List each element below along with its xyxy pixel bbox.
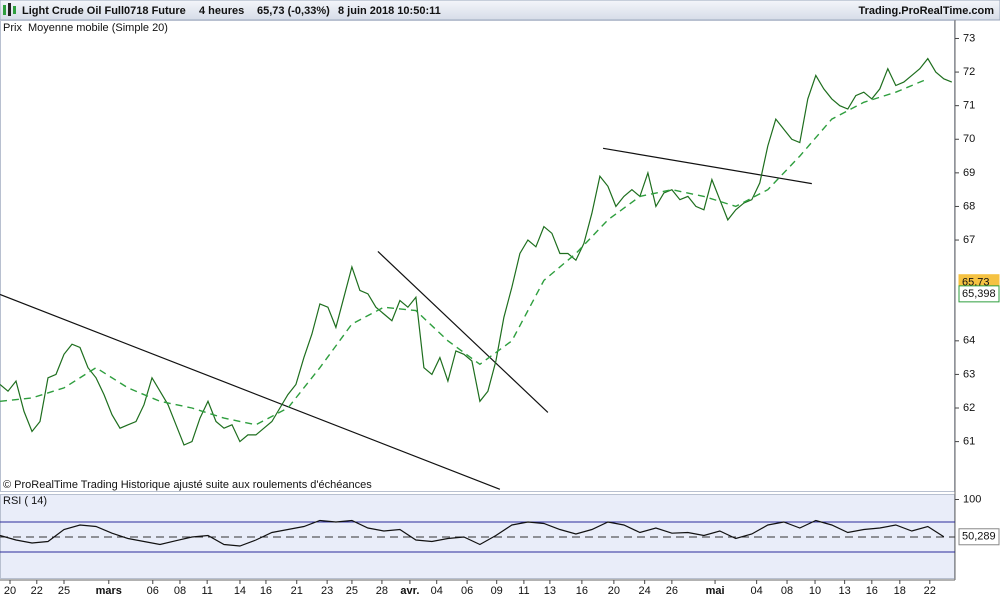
legend-entry: Prix bbox=[3, 22, 22, 34]
y-tick-label: 70 bbox=[963, 133, 975, 145]
x-tick-label: 04 bbox=[751, 585, 763, 597]
x-tick-label: 08 bbox=[781, 585, 793, 597]
y-tick-label: 100 bbox=[963, 493, 981, 505]
timeframe: 4 heures bbox=[199, 5, 244, 17]
x-tick-label: 04 bbox=[431, 585, 443, 597]
x-tick-label: 25 bbox=[346, 585, 358, 597]
timestamp: 8 juin 2018 10:50:11 bbox=[338, 5, 441, 17]
x-tick-label: 16 bbox=[866, 585, 878, 597]
x-tick-label: 16 bbox=[576, 585, 588, 597]
trendline bbox=[377, 251, 549, 413]
x-tick-label: avr. bbox=[400, 585, 419, 597]
y-tick-label: 62 bbox=[963, 402, 975, 414]
price-label: 65,398 bbox=[962, 288, 996, 300]
x-tick-label: 22 bbox=[924, 585, 936, 597]
x-tick-label: 24 bbox=[639, 585, 651, 597]
x-tick-label: mars bbox=[96, 585, 122, 597]
instrument: Light Crude Oil Full0718 Future bbox=[22, 5, 186, 17]
y-tick-label: 63 bbox=[963, 368, 975, 380]
x-tick-label: 18 bbox=[894, 585, 906, 597]
price-panel bbox=[0, 20, 955, 492]
y-tick-label: 61 bbox=[963, 436, 975, 448]
y-tick-label: 64 bbox=[963, 335, 975, 347]
x-tick-label: 23 bbox=[321, 585, 333, 597]
x-tick-label: 21 bbox=[291, 585, 303, 597]
y-tick-label: 73 bbox=[963, 32, 975, 44]
last-value-label: 50,289 bbox=[962, 531, 996, 543]
x-tick-label: 06 bbox=[147, 585, 159, 597]
series-line bbox=[0, 57, 953, 446]
y-tick-label: 69 bbox=[963, 167, 975, 179]
x-tick-label: 22 bbox=[31, 585, 43, 597]
last-price: 65,73 (-0,33%) bbox=[257, 5, 330, 17]
x-tick-label: 08 bbox=[174, 585, 186, 597]
y-tick-label: 71 bbox=[963, 100, 975, 112]
trendline bbox=[0, 293, 501, 490]
last-value-box bbox=[958, 528, 1000, 546]
x-tick-label: 13 bbox=[544, 585, 556, 597]
x-tick-label: 20 bbox=[4, 585, 16, 597]
x-tick-label: 20 bbox=[608, 585, 620, 597]
x-tick-label: 13 bbox=[838, 585, 850, 597]
x-tick-label: 28 bbox=[376, 585, 388, 597]
x-tick-label: 16 bbox=[260, 585, 272, 597]
series-line bbox=[0, 78, 929, 426]
x-tick-label: 09 bbox=[491, 585, 503, 597]
x-tick-label: mai bbox=[706, 585, 725, 597]
series-line bbox=[0, 519, 945, 547]
x-tick-label: 11 bbox=[201, 585, 212, 597]
x-tick-label: 06 bbox=[461, 585, 473, 597]
x-tick-label: 14 bbox=[234, 585, 246, 597]
icon bbox=[13, 6, 16, 14]
panel-title: RSI ( 14) bbox=[3, 495, 47, 507]
x-tick-label: 10 bbox=[809, 585, 821, 597]
x-tick-label: 25 bbox=[58, 585, 70, 597]
icon bbox=[8, 3, 11, 16]
footnote: © ProRealTime Trading Historique ajusté … bbox=[3, 479, 372, 491]
y-tick-label: 67 bbox=[963, 234, 975, 246]
trendline bbox=[602, 147, 812, 185]
site: Trading.ProRealTime.com bbox=[858, 5, 994, 17]
price-label-box bbox=[958, 285, 1000, 303]
legend-entry: Moyenne mobile (Simple 20) bbox=[28, 22, 168, 34]
x-tick-label: 11 bbox=[518, 585, 529, 597]
x-tick-label: 26 bbox=[666, 585, 678, 597]
y-tick-label: 68 bbox=[963, 200, 975, 212]
icon bbox=[3, 5, 6, 15]
y-tick-label: 72 bbox=[963, 66, 975, 78]
